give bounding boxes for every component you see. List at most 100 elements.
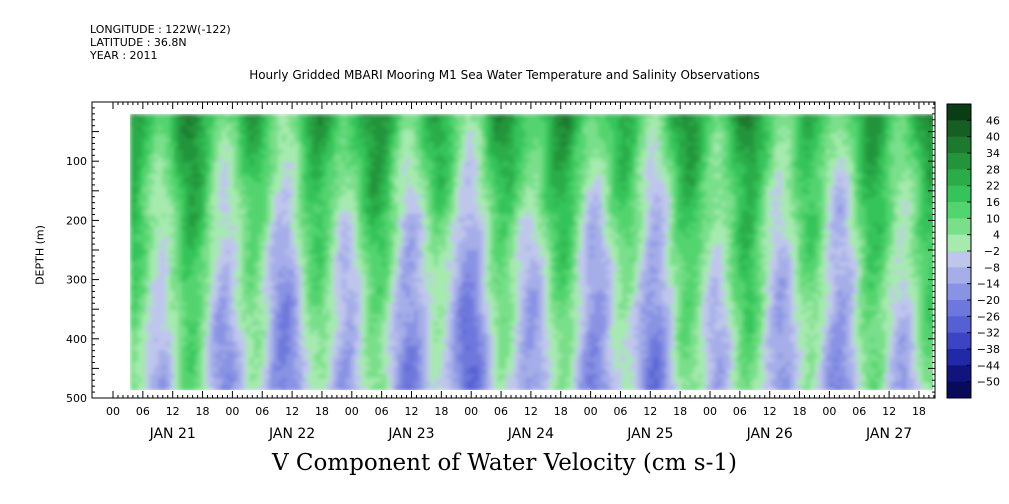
heat-cell — [342, 378, 347, 383]
heat-cell — [266, 302, 271, 307]
heat-cell — [258, 310, 263, 315]
heat-cell — [350, 170, 355, 175]
heat-cell — [306, 150, 311, 155]
heat-cell — [146, 338, 151, 343]
heat-cell — [290, 118, 295, 123]
heat-cell — [254, 214, 259, 219]
heat-cell — [254, 134, 259, 139]
heat-cell — [138, 342, 143, 347]
heat-cell — [234, 226, 239, 231]
heat-cell — [358, 270, 363, 275]
heat-cell — [234, 154, 239, 159]
heat-cell — [358, 218, 363, 223]
heat-cell — [134, 178, 139, 183]
heat-cell — [366, 146, 371, 151]
heat-cell — [354, 278, 359, 283]
heat-cell — [322, 246, 327, 251]
heat-cell — [238, 186, 243, 191]
heat-cell — [138, 150, 143, 155]
heat-cell — [338, 234, 343, 239]
heat-cell — [338, 286, 343, 291]
heat-cell — [162, 342, 167, 347]
heat-cell — [394, 294, 399, 299]
heat-cell — [238, 302, 243, 307]
heat-cell — [242, 206, 247, 211]
heat-cell — [158, 210, 163, 215]
heat-cell — [382, 254, 387, 259]
heat-cell — [374, 242, 379, 247]
heat-cell — [390, 266, 395, 271]
heat-cell — [398, 198, 403, 203]
heat-cell — [350, 134, 355, 139]
heat-cell — [330, 150, 335, 155]
heat-cell — [354, 370, 359, 375]
heat-cell — [178, 270, 183, 275]
heat-cell — [166, 126, 171, 131]
heat-cell — [178, 310, 183, 315]
heat-cell — [254, 334, 259, 339]
heat-cell — [250, 330, 255, 335]
heat-cell — [242, 318, 247, 323]
heat-cell — [286, 150, 291, 155]
heat-cell — [306, 170, 311, 175]
heat-cell — [202, 230, 207, 235]
heat-cell — [130, 114, 135, 119]
heat-cell — [306, 154, 311, 159]
heat-cell — [326, 362, 331, 367]
heat-cell — [394, 278, 399, 283]
heat-cell — [330, 130, 335, 135]
heat-cell — [274, 326, 279, 331]
heat-cell — [230, 366, 235, 371]
heat-cell — [130, 306, 135, 311]
heat-cell — [402, 130, 407, 135]
heat-cell — [398, 150, 403, 155]
heat-cell — [238, 258, 243, 263]
heat-cell — [338, 194, 343, 199]
heat-cell — [330, 226, 335, 231]
heat-cell — [410, 298, 415, 303]
heat-cell — [318, 262, 323, 267]
heat-cell — [318, 286, 323, 291]
heat-cell — [222, 118, 227, 123]
heat-cell — [174, 150, 179, 155]
heat-cell — [186, 166, 191, 171]
heat-cell — [350, 294, 355, 299]
heat-cell — [370, 130, 375, 135]
heat-cell — [178, 134, 183, 139]
heat-cell — [366, 314, 371, 319]
heat-cell — [134, 114, 139, 119]
heat-cell — [158, 154, 163, 159]
heat-cell — [310, 242, 315, 247]
heat-cell — [326, 326, 331, 331]
heat-cell — [130, 182, 135, 187]
heat-cell — [154, 358, 159, 363]
heat-cell — [182, 154, 187, 159]
heat-cell — [414, 122, 419, 127]
heat-cell — [130, 354, 135, 359]
heat-cell — [394, 126, 399, 131]
heat-cell — [138, 282, 143, 287]
heat-cell — [190, 122, 195, 127]
heat-cell — [282, 194, 287, 199]
heat-cell — [346, 338, 351, 343]
heat-cell — [194, 382, 199, 387]
heat-cell — [182, 150, 187, 155]
heat-cell — [406, 358, 411, 363]
heat-cell — [222, 334, 227, 339]
heat-cell — [250, 326, 255, 331]
heat-cell — [298, 118, 303, 123]
heat-cell — [322, 214, 327, 219]
heat-cell — [290, 330, 295, 335]
heat-cell — [386, 262, 391, 267]
heat-cell — [178, 170, 183, 175]
heat-cell — [290, 322, 295, 327]
heat-cell — [414, 342, 419, 347]
heat-cell — [238, 190, 243, 195]
heat-cell — [346, 262, 351, 267]
heat-cell — [302, 194, 307, 199]
heat-cell — [330, 170, 335, 175]
heat-cell — [394, 298, 399, 303]
heat-cell — [178, 294, 183, 299]
heat-cell — [362, 130, 367, 135]
heat-cell — [310, 282, 315, 287]
